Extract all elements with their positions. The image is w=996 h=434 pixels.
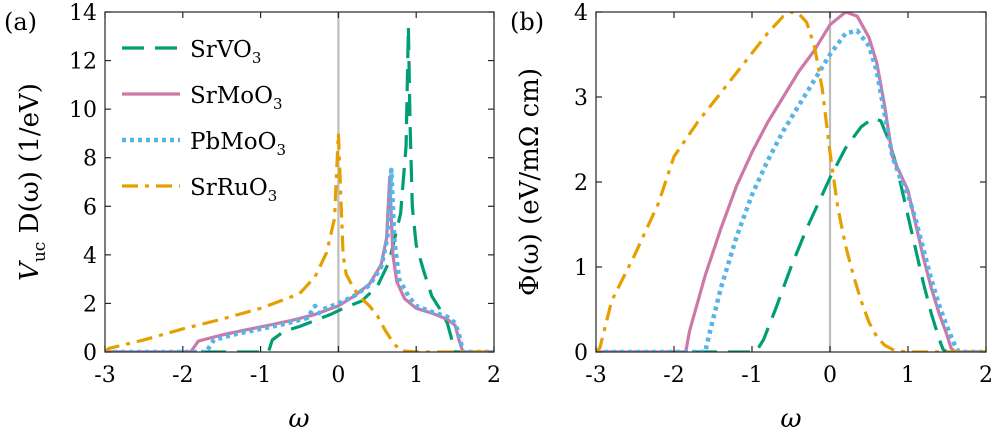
series-line-srruo3 bbox=[596, 12, 986, 352]
y-tick-label: 4 bbox=[574, 1, 588, 26]
x-tick-label: 2 bbox=[979, 363, 993, 388]
panel-a-legend: SrVO3 SrMoO3 PbMoO3 SrRuO3 bbox=[122, 37, 286, 205]
panel-b-xlabel: ω bbox=[780, 404, 801, 434]
x-tick-label: -1 bbox=[250, 363, 271, 388]
y-tick-label: 2 bbox=[83, 292, 97, 317]
panel-a-axes-box bbox=[104, 11, 495, 353]
panel-a-xlabel: ω bbox=[288, 404, 309, 434]
x-tick-label: -1 bbox=[741, 363, 762, 388]
x-tick-label: -3 bbox=[94, 363, 115, 388]
x-tick-label: -2 bbox=[172, 363, 193, 388]
y-tick-label: 4 bbox=[83, 244, 97, 269]
panel-b-ylabel: Φ(ω) (eV/mΩ cm) bbox=[515, 68, 545, 296]
series-line-srvo3 bbox=[105, 25, 494, 352]
panel-a-ylabel: Vuc D(ω) (1/eV) bbox=[15, 83, 50, 281]
y-tick-label: 6 bbox=[83, 195, 97, 220]
y-tick-label: 1 bbox=[574, 256, 588, 281]
panel-a-ylabel-rest: D(ω) (1/eV) bbox=[15, 83, 45, 242]
legend-label-srruo3: SrRuO3 bbox=[190, 175, 277, 205]
legend-label-srmoo3: SrMoO3 bbox=[190, 83, 283, 113]
panel-a-series bbox=[105, 25, 494, 352]
series-line-srmoo3 bbox=[596, 12, 986, 352]
x-tick-label: 0 bbox=[823, 363, 837, 388]
panel-a-ylabel-main: V bbox=[15, 260, 45, 281]
panel-b-label: (b) bbox=[510, 8, 544, 36]
y-tick-label: 8 bbox=[83, 147, 97, 172]
panel-a-label: (a) bbox=[4, 8, 37, 36]
y-tick-label: 2 bbox=[574, 171, 588, 196]
panel-a-ylabel-sub: uc bbox=[30, 242, 50, 262]
x-tick-label: -3 bbox=[585, 363, 606, 388]
x-tick-label: 0 bbox=[331, 363, 345, 388]
series-line-pbmoo3 bbox=[105, 167, 494, 352]
panel-b-ticks: -3 -2 -1 0 1 2 0 1 2 3 4 bbox=[574, 1, 993, 388]
y-tick-label: 0 bbox=[574, 341, 588, 366]
panel-b-series bbox=[596, 12, 986, 352]
x-tick-label: 1 bbox=[901, 363, 915, 388]
panel-b: (b) -3 -2 -1 0 1 2 0 1 2 3 4 ω Φ(ω) (eV/mΩ cm) bbox=[510, 1, 993, 434]
y-tick-label: 0 bbox=[83, 341, 97, 366]
legend-label-srvo3: SrVO3 bbox=[190, 37, 261, 67]
x-tick-label: 1 bbox=[409, 363, 423, 388]
x-tick-label: 2 bbox=[487, 363, 501, 388]
y-tick-label: 12 bbox=[69, 50, 97, 75]
y-tick-label: 14 bbox=[69, 1, 97, 26]
legend-label-pbmoo3: PbMoO3 bbox=[190, 129, 286, 159]
x-tick-label: -2 bbox=[663, 363, 684, 388]
y-tick-label: 3 bbox=[574, 86, 588, 111]
series-line-pbmoo3 bbox=[596, 28, 986, 352]
series-line-srruo3 bbox=[105, 131, 494, 352]
series-line-srvo3 bbox=[596, 116, 986, 352]
panel-b-axes-box bbox=[595, 11, 987, 353]
y-tick-label: 10 bbox=[69, 98, 97, 123]
